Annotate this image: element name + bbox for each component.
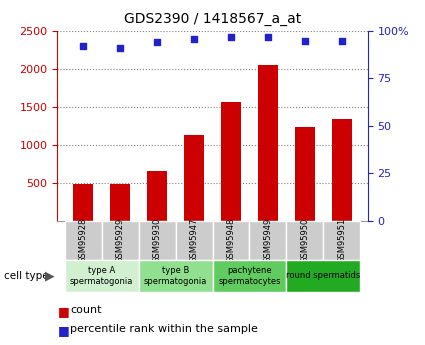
Text: GSM95928: GSM95928 <box>79 218 88 263</box>
Text: pachytene
spermatocytes: pachytene spermatocytes <box>218 266 280 286</box>
Bar <box>258 65 278 221</box>
Point <box>117 46 124 51</box>
Text: type A
spermatogonia: type A spermatogonia <box>70 266 133 286</box>
Bar <box>139 221 176 260</box>
Text: ■: ■ <box>57 324 69 337</box>
Text: GSM95951: GSM95951 <box>337 218 346 263</box>
Text: ■: ■ <box>57 305 69 318</box>
Point <box>227 34 234 40</box>
Text: GDS2390 / 1418567_a_at: GDS2390 / 1418567_a_at <box>124 12 301 26</box>
Bar <box>139 260 212 292</box>
Point <box>154 40 161 45</box>
Text: percentile rank within the sample: percentile rank within the sample <box>70 324 258 334</box>
Text: GSM95948: GSM95948 <box>227 218 235 263</box>
Bar <box>323 221 360 260</box>
Bar <box>65 221 102 260</box>
Point <box>338 38 345 43</box>
Bar <box>286 221 323 260</box>
Text: count: count <box>70 305 102 315</box>
Bar <box>102 221 139 260</box>
Text: GSM95929: GSM95929 <box>116 218 125 263</box>
Text: GSM95947: GSM95947 <box>190 218 198 263</box>
Bar <box>332 119 352 221</box>
Text: GSM95949: GSM95949 <box>264 218 272 263</box>
Text: round spermatids: round spermatids <box>286 272 360 280</box>
Text: GSM95930: GSM95930 <box>153 218 162 263</box>
Text: cell type: cell type <box>4 271 49 281</box>
Point <box>264 34 271 40</box>
Point <box>80 43 87 49</box>
Text: ▶: ▶ <box>45 269 55 283</box>
Bar <box>221 102 241 221</box>
Point <box>301 38 308 43</box>
Bar <box>184 135 204 221</box>
Bar <box>249 221 286 260</box>
Bar <box>295 127 315 221</box>
Bar <box>212 260 286 292</box>
Bar <box>286 260 360 292</box>
Bar <box>110 184 130 221</box>
Bar <box>212 221 249 260</box>
Bar <box>73 184 94 221</box>
Bar <box>65 260 139 292</box>
Text: GSM95950: GSM95950 <box>300 218 309 263</box>
Point <box>191 36 198 41</box>
Bar <box>147 171 167 221</box>
Bar <box>176 221 212 260</box>
Text: type B
spermatogonia: type B spermatogonia <box>144 266 207 286</box>
